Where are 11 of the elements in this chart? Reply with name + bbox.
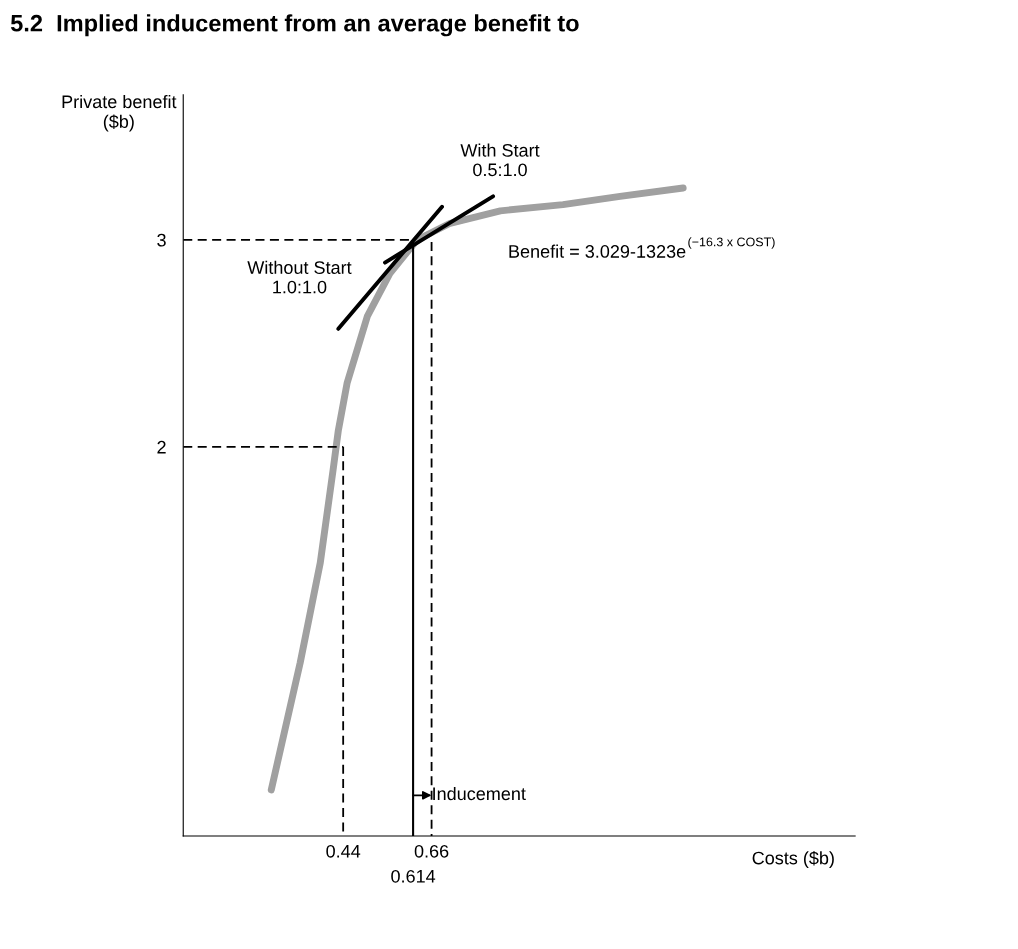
- annotation: Without Start 1.0:1.0: [247, 260, 352, 294]
- x-tick-label: 0.44: [326, 844, 361, 858]
- y-tick-label: 2: [157, 440, 166, 454]
- y-axis-title: Private benefit ($b): [62, 94, 177, 132]
- annotation: Inducement: [433, 786, 526, 801]
- x-axis-title: Costs ($b): [752, 850, 834, 868]
- annotation: With Start 0.5:1.0: [460, 143, 540, 177]
- y-tick-label: 3: [157, 233, 166, 247]
- chart-title: 5.2 Implied inducement from an average benefit to: [10, 14, 579, 37]
- x-tick-label: 0.66: [414, 844, 449, 858]
- text: 0.614: [391, 869, 436, 883]
